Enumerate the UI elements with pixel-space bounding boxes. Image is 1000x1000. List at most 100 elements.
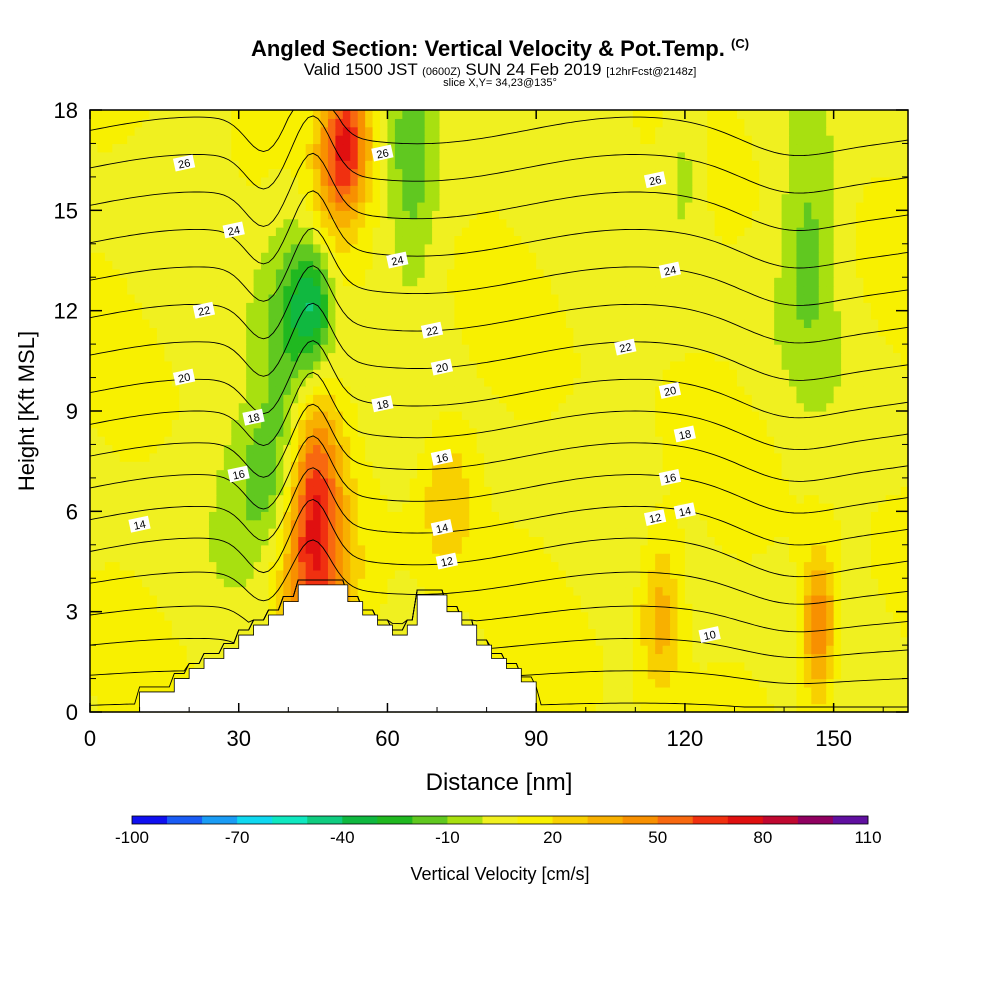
velocity-cell (640, 511, 649, 521)
velocity-cell (818, 394, 827, 404)
velocity-cell (186, 444, 195, 454)
velocity-cell (870, 436, 879, 446)
velocity-cell (149, 544, 158, 554)
velocity-cell (290, 561, 299, 571)
velocity-cell (380, 578, 389, 588)
velocity-cell (350, 369, 359, 379)
velocity-cell (699, 661, 708, 671)
velocity-cell (863, 436, 872, 446)
velocity-cell (536, 352, 545, 362)
velocity-cell (365, 411, 374, 420)
velocity-cell (484, 553, 493, 563)
velocity-cell (186, 461, 195, 471)
velocity-cell (506, 385, 515, 395)
velocity-cell (372, 469, 381, 479)
velocity-cell (156, 477, 165, 487)
velocity-cell (142, 528, 151, 538)
velocity-cell (372, 477, 381, 487)
velocity-cell (261, 327, 270, 337)
velocity-cell (417, 494, 426, 504)
velocity-cell (617, 385, 627, 395)
velocity-cell (796, 461, 805, 471)
velocity-cell (142, 477, 151, 487)
velocity-cell (647, 344, 656, 354)
velocity-cell (893, 419, 902, 429)
velocity-cell (789, 561, 798, 571)
velocity-cell (655, 536, 664, 546)
velocity-cell (528, 645, 537, 655)
velocity-cell (878, 620, 887, 629)
velocity-cell (826, 703, 835, 713)
velocity-cell (803, 419, 812, 429)
velocity-cell (372, 352, 381, 362)
velocity-cell (506, 344, 515, 354)
velocity-cell (238, 611, 247, 621)
velocity-cell (818, 444, 827, 454)
velocity-cell (201, 477, 210, 487)
velocity-cell (90, 469, 99, 479)
velocity-cell (246, 427, 255, 437)
velocity-cell (97, 511, 106, 521)
velocity-cell (796, 427, 805, 437)
velocity-cell (253, 461, 262, 471)
velocity-cell (409, 611, 418, 621)
velocity-cell (134, 611, 143, 621)
velocity-cell (848, 377, 857, 387)
velocity-cell (766, 502, 775, 512)
velocity-cell (625, 477, 634, 487)
velocity-cell (439, 394, 448, 404)
velocity-cell (796, 678, 805, 688)
velocity-cell (684, 436, 693, 446)
velocity-cell (186, 628, 195, 638)
velocity-cell (684, 670, 693, 680)
velocity-cell (580, 645, 589, 655)
velocity-cell (610, 494, 619, 504)
velocity-cell (127, 427, 136, 437)
velocity-cell (402, 360, 411, 370)
velocity-cell (759, 502, 768, 512)
velocity-cell (811, 611, 820, 621)
velocity-cell (506, 502, 515, 512)
velocity-cell (194, 469, 203, 479)
velocity-cell (387, 494, 396, 504)
velocity-cell (573, 369, 582, 379)
velocity-cell (491, 603, 500, 613)
velocity-cell (617, 335, 627, 345)
velocity-cell (298, 369, 307, 379)
velocity-cell (528, 661, 537, 671)
velocity-cell (446, 402, 455, 412)
velocity-cell (714, 578, 723, 588)
velocity-cell (246, 586, 255, 596)
velocity-cell (432, 486, 441, 496)
velocity-cell (632, 335, 641, 345)
velocity-cell (149, 620, 158, 629)
velocity-cell (714, 695, 723, 705)
velocity-cell (298, 469, 307, 479)
velocity-cell (848, 695, 857, 705)
velocity-cell (885, 703, 894, 713)
velocity-cell (885, 628, 894, 638)
velocity-cell (580, 603, 589, 613)
velocity-cell (803, 528, 812, 538)
velocity-cell (617, 469, 627, 479)
velocity-cell (402, 486, 411, 496)
velocity-cell (848, 385, 857, 395)
velocity-cell (870, 477, 879, 487)
velocity-cell (149, 661, 158, 671)
velocity-cell (789, 427, 798, 437)
velocity-cell (617, 678, 627, 688)
velocity-cell (900, 519, 909, 529)
velocity-cell (893, 385, 902, 395)
velocity-cell (803, 477, 812, 487)
velocity-cell (491, 569, 500, 579)
velocity-cell (499, 561, 508, 571)
velocity-cell (789, 369, 798, 379)
velocity-cell (305, 452, 314, 462)
velocity-cell (127, 461, 136, 471)
velocity-cell (402, 553, 411, 563)
velocity-cell (551, 578, 560, 588)
velocity-cell (365, 519, 374, 529)
velocity-cell (90, 553, 99, 563)
velocity-cell (513, 519, 522, 529)
velocity-cell (662, 670, 671, 680)
